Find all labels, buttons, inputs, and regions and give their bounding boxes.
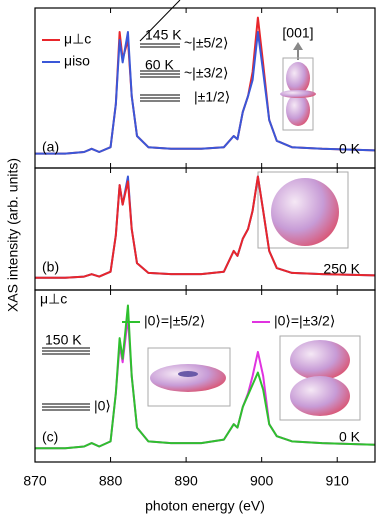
series-line	[35, 31, 376, 155]
x-axis-label: photon energy (eV)	[145, 498, 265, 514]
annotation: 150 K	[45, 332, 82, 348]
series-line	[35, 304, 376, 450]
y-axis-label: XAS intensity (arb. units)	[5, 158, 21, 312]
annotation: 0 K	[339, 429, 361, 445]
legend-label: |0⟩=|±5/2⟩	[144, 313, 205, 329]
orbital-icons	[147, 42, 361, 421]
annotation: (c)	[42, 429, 58, 445]
x-tick-label: 870	[23, 473, 47, 489]
annotation: ~|±3/2⟩	[184, 65, 228, 81]
x-tick-label: 900	[250, 473, 274, 489]
annotation: 0 K	[339, 141, 361, 157]
x-tick-label: 880	[99, 473, 123, 489]
legend-label: μ⊥c	[64, 31, 91, 47]
panel-frame	[34, 289, 376, 463]
series-line	[35, 175, 376, 279]
legend-label: |0⟩=|±3/2⟩	[274, 313, 335, 329]
annotation: μ⊥c	[40, 291, 67, 307]
annotation: (b)	[42, 259, 59, 275]
annotation: (a)	[42, 139, 59, 155]
x-tick-label: 910	[326, 473, 350, 489]
legend-label: μiso	[64, 53, 90, 69]
annotation: 250 K	[323, 261, 360, 277]
annotation: [001]	[282, 25, 313, 41]
annotation: 60 K	[145, 57, 174, 73]
x-tick-label: 890	[174, 473, 198, 489]
annotation: |0⟩	[94, 398, 111, 414]
annotation: 145 K	[145, 27, 182, 43]
level-diagrams	[42, 0, 181, 411]
annotation: |±1/2⟩	[194, 89, 230, 105]
annotation: ~|±5/2⟩	[184, 35, 228, 51]
